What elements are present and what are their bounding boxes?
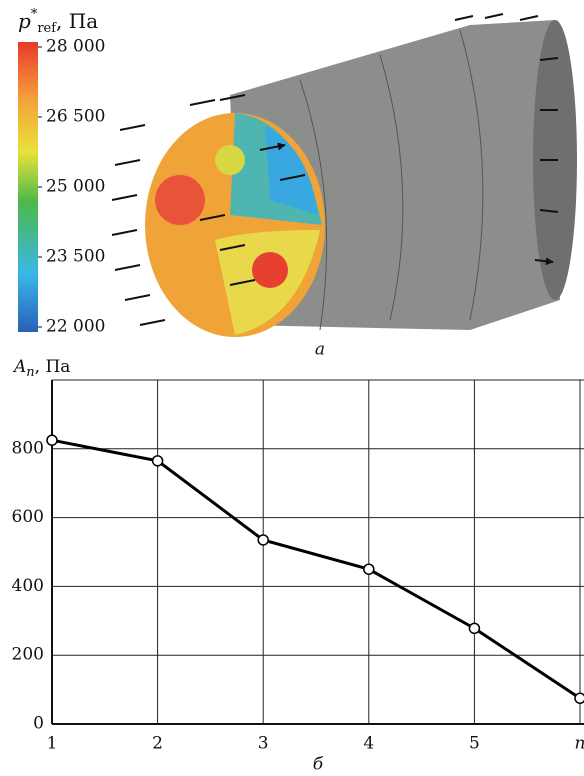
colorbar xyxy=(18,42,38,332)
data-point xyxy=(468,622,481,635)
y-tick-label: 800 xyxy=(12,438,44,458)
x-tick-label: 1 xyxy=(47,734,58,754)
colorbar-tick-label: 22 000 xyxy=(46,317,105,337)
cylinder-render xyxy=(111,13,577,337)
x-tick-label: 3 xyxy=(258,734,269,754)
colorbar-label: p*ref, Па xyxy=(18,7,98,36)
data-point xyxy=(363,563,375,575)
x-tick-label: n xyxy=(575,734,584,754)
colorbar-tick-label: 28 000 xyxy=(46,37,105,57)
data-point xyxy=(574,692,584,704)
x-tick-label: 4 xyxy=(363,734,374,754)
data-point xyxy=(46,434,58,446)
caption-b: б xyxy=(313,755,324,775)
y-tick-label: 600 xyxy=(12,507,44,527)
caption-a: а xyxy=(315,340,325,360)
y-axis-label: An, Па xyxy=(12,357,70,380)
x-tick-label: 2 xyxy=(152,734,163,754)
data-point xyxy=(257,534,269,546)
y-tick-label: 0 xyxy=(33,714,44,734)
y-tick-label: 200 xyxy=(12,645,44,665)
data-point xyxy=(151,455,164,467)
data-line xyxy=(51,438,581,700)
y-tick-label: 400 xyxy=(12,576,44,596)
x-tick-label: 5 xyxy=(469,734,480,754)
colorbar-tick-label: 26 500 xyxy=(46,107,105,127)
colorbar-tick-label: 23 500 xyxy=(46,247,105,267)
colorbar-tick-label: 25 000 xyxy=(46,177,105,197)
